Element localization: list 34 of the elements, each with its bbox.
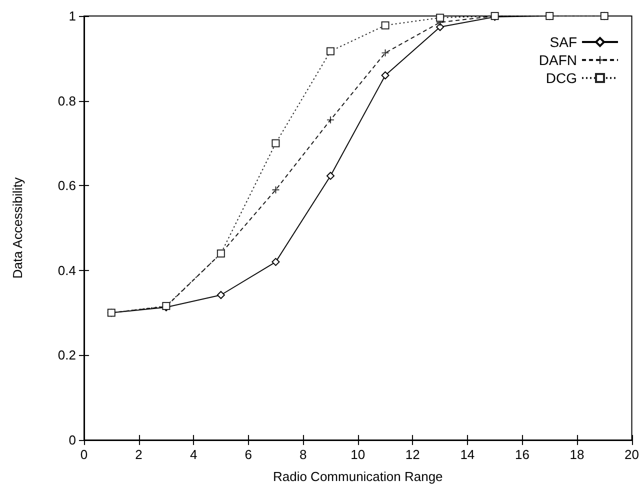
point — [326, 47, 334, 56]
point — [381, 71, 390, 80]
x-tick-label: 6 — [244, 447, 252, 462]
y-tick-label: 1 — [68, 8, 76, 24]
legend-label: DAFN — [538, 52, 577, 68]
point — [272, 186, 280, 194]
point — [381, 21, 390, 30]
point — [436, 23, 444, 32]
x-tick-label: 4 — [190, 447, 198, 462]
x-tick-label: 20 — [624, 447, 640, 462]
x-tick-label: 16 — [514, 447, 530, 462]
x-tick-label: 10 — [350, 447, 366, 462]
point — [382, 49, 389, 56]
x-axis-title: Radio Communication Range — [272, 469, 443, 484]
legend-label: SAF — [550, 34, 577, 50]
x-tick-label: 8 — [299, 447, 307, 462]
point — [326, 172, 334, 180]
y-tick-label: 0 — [68, 432, 76, 448]
x-tick-label: 14 — [460, 447, 475, 462]
point — [436, 14, 444, 22]
y-tick-label: 0.8 — [58, 93, 76, 108]
legend-label: DCG — [546, 70, 577, 86]
y-tick-label: 0.4 — [58, 262, 76, 278]
point — [272, 258, 280, 266]
point — [272, 139, 280, 148]
x-tick-label: 0 — [80, 447, 88, 462]
point — [216, 290, 225, 299]
point — [326, 116, 334, 124]
y-axis-title: Data Accessibility — [10, 176, 25, 279]
y-tick-label: 0.2 — [58, 348, 76, 363]
x-tick-label: 2 — [135, 447, 142, 462]
x-tick-label: 18 — [570, 447, 584, 462]
x-tick-label: 12 — [405, 447, 420, 462]
y-tick-label: 0.6 — [58, 178, 76, 194]
